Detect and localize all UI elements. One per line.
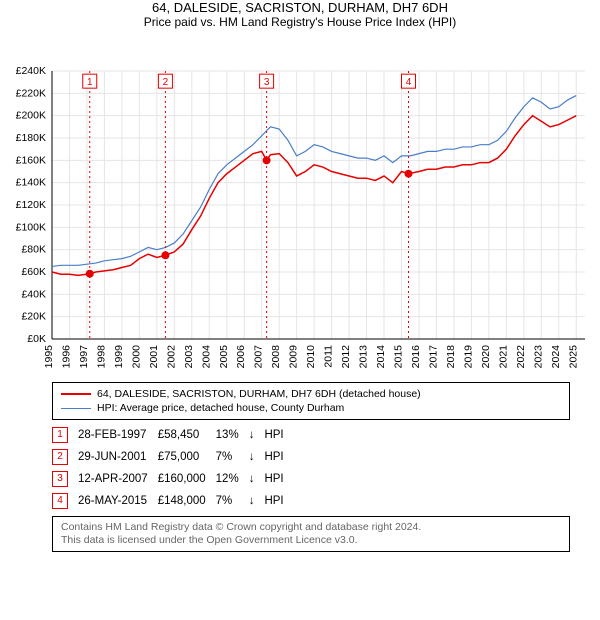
svg-text:2005: 2005 — [218, 345, 230, 369]
svg-text:2009: 2009 — [288, 345, 300, 369]
svg-text:2010: 2010 — [305, 345, 317, 369]
chart-subtitle: Price paid vs. HM Land Registry's House … — [0, 15, 600, 29]
sale-vs: HPI — [264, 490, 293, 512]
svg-text:2011: 2011 — [323, 345, 335, 368]
legend-label: HPI: Average price, detached house, Coun… — [97, 401, 344, 415]
svg-text:£80K: £80K — [21, 244, 46, 256]
sale-price: £160,000 — [158, 468, 216, 490]
svg-text:£140K: £140K — [16, 177, 46, 189]
sale-arrow: ↓ — [249, 490, 265, 512]
sale-vs: HPI — [264, 468, 293, 490]
sale-marker-cell: 2 — [52, 446, 78, 468]
svg-text:£120K: £120K — [16, 199, 46, 211]
svg-text:2021: 2021 — [497, 345, 509, 369]
svg-text:2022: 2022 — [515, 345, 527, 369]
table-row: 1 28-FEB-1997£58,45013%↓HPI — [52, 424, 294, 446]
svg-text:2004: 2004 — [200, 345, 212, 369]
legend-label: 64, DALESIDE, SACRISTON, DURHAM, DH7 6DH… — [97, 387, 421, 401]
sale-vs: HPI — [264, 446, 293, 468]
table-row: 4 26-MAY-2015£148,0007%↓HPI — [52, 490, 294, 512]
footer-line: This data is licensed under the Open Gov… — [61, 534, 561, 547]
svg-text:2013: 2013 — [358, 345, 370, 369]
svg-text:2016: 2016 — [410, 345, 422, 369]
svg-text:£20K: £20K — [21, 311, 46, 323]
svg-text:2024: 2024 — [550, 345, 562, 369]
sale-price: £148,000 — [158, 490, 216, 512]
legend-item: HPI: Average price, detached house, Coun… — [61, 401, 561, 415]
svg-text:2014: 2014 — [375, 345, 387, 369]
svg-text:£180K: £180K — [16, 132, 46, 144]
svg-text:2017: 2017 — [427, 345, 439, 369]
sale-marker-cell: 1 — [52, 424, 78, 446]
svg-text:2019: 2019 — [462, 345, 474, 369]
svg-text:1997: 1997 — [78, 345, 90, 369]
sale-marker-cell: 4 — [52, 490, 78, 512]
sale-price: £75,000 — [158, 446, 216, 468]
sale-pct: 7% — [216, 446, 249, 468]
svg-text:2007: 2007 — [253, 345, 265, 369]
sale-marker-icon: 4 — [52, 493, 68, 509]
chart-container: 64, DALESIDE, SACRISTON, DURHAM, DH7 6DH… — [0, 0, 600, 620]
sale-date: 29-JUN-2001 — [78, 446, 158, 468]
svg-text:£60K: £60K — [21, 266, 46, 278]
svg-text:2012: 2012 — [340, 345, 352, 369]
sale-marker-icon: 1 — [52, 427, 68, 443]
svg-text:1998: 1998 — [95, 345, 107, 369]
svg-text:1996: 1996 — [60, 345, 72, 369]
svg-text:2025: 2025 — [567, 345, 579, 369]
svg-text:2020: 2020 — [480, 345, 492, 369]
svg-text:2001: 2001 — [148, 345, 160, 369]
footer-line: Contains HM Land Registry data © Crown c… — [61, 521, 561, 534]
footer-attribution: Contains HM Land Registry data © Crown c… — [52, 516, 570, 552]
legend-swatch — [61, 393, 91, 395]
svg-text:3: 3 — [264, 77, 270, 88]
svg-text:2003: 2003 — [183, 345, 195, 369]
svg-text:2006: 2006 — [235, 345, 247, 369]
sale-pct: 7% — [216, 490, 249, 512]
legend-swatch — [61, 408, 91, 409]
sale-arrow: ↓ — [249, 446, 265, 468]
sale-marker-icon: 3 — [52, 471, 68, 487]
svg-text:4: 4 — [406, 77, 412, 88]
sale-marker-icon: 2 — [52, 449, 68, 465]
svg-text:1: 1 — [87, 77, 93, 88]
svg-text:2: 2 — [163, 77, 169, 88]
sale-pct: 13% — [216, 424, 249, 446]
sale-date: 12-APR-2007 — [78, 468, 158, 490]
svg-text:£100K: £100K — [16, 221, 46, 233]
sale-date: 26-MAY-2015 — [78, 490, 158, 512]
svg-text:1995: 1995 — [43, 345, 55, 369]
legend-item: 64, DALESIDE, SACRISTON, DURHAM, DH7 6DH… — [61, 387, 561, 401]
legend: 64, DALESIDE, SACRISTON, DURHAM, DH7 6DH… — [52, 382, 570, 420]
sale-date: 28-FEB-1997 — [78, 424, 158, 446]
svg-text:2000: 2000 — [130, 345, 142, 369]
line-chart: £0K £20K £40K £60K £80K £100K £120K £140K £160K £… — [0, 31, 600, 376]
svg-text:£220K: £220K — [16, 87, 46, 99]
svg-text:£200K: £200K — [16, 110, 46, 122]
sales-table: 128-FEB-1997£58,45013%↓HPI229-JUN-2001£7… — [52, 424, 294, 512]
sale-vs: HPI — [264, 424, 293, 446]
svg-text:1999: 1999 — [113, 345, 125, 369]
svg-text:£40K: £40K — [21, 288, 46, 300]
svg-text:2008: 2008 — [270, 345, 282, 369]
sale-arrow: ↓ — [249, 424, 265, 446]
svg-text:2018: 2018 — [445, 345, 457, 369]
svg-text:£0K: £0K — [27, 333, 46, 345]
table-row: 3 12-APR-2007£160,00012%↓HPI — [52, 468, 294, 490]
svg-text:2002: 2002 — [165, 345, 177, 369]
sale-price: £58,450 — [158, 424, 216, 446]
chart-title: 64, DALESIDE, SACRISTON, DURHAM, DH7 6DH — [0, 0, 600, 15]
svg-text:2023: 2023 — [532, 345, 544, 369]
svg-text:£160K: £160K — [16, 154, 46, 166]
svg-text:2015: 2015 — [393, 345, 405, 369]
sale-arrow: ↓ — [249, 468, 265, 490]
svg-text:£240K: £240K — [16, 65, 46, 77]
sale-marker-cell: 3 — [52, 468, 78, 490]
sale-pct: 12% — [216, 468, 249, 490]
table-row: 2 29-JUN-2001£75,0007%↓HPI — [52, 446, 294, 468]
